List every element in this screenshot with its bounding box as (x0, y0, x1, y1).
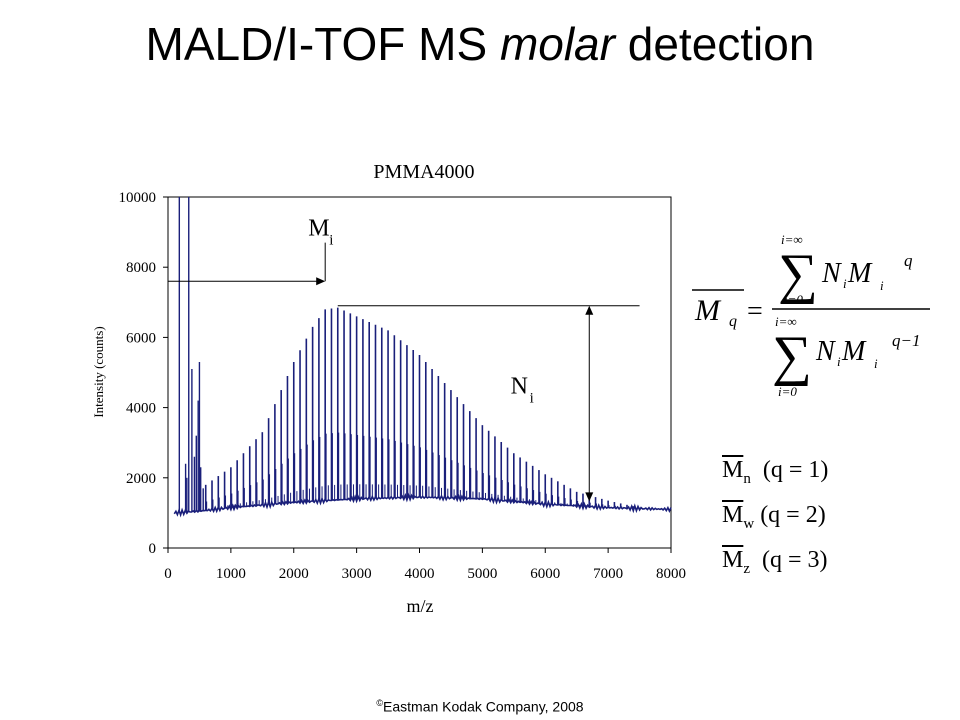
title-end-text: detection (614, 18, 815, 70)
numerator-N: N (821, 258, 842, 289)
formula-lhs-symbol: M (694, 294, 722, 327)
moment-order: (q = 1) (750, 457, 829, 483)
moment-row-z: Mz (q = 3) (722, 542, 828, 587)
y-tick-label: 6000 (126, 330, 156, 346)
title-italic-text: molar (499, 18, 615, 70)
slide-title: MALD/I-TOF MS molar detection (0, 14, 960, 74)
moment-sub: n (743, 470, 751, 487)
mi-arrowhead (316, 277, 326, 286)
numerator-exponent: q (904, 251, 913, 270)
denominator-upper-limit: i=∞ (775, 314, 797, 329)
moment-row-n: Mn (q = 1) (722, 452, 828, 497)
y-tick-label: 8000 (126, 260, 156, 276)
mi-label-sub: i (329, 232, 333, 248)
moment-list: Mn (q = 1) Mw (q = 2) Mz (q = 3) (722, 452, 828, 586)
y-axis-label: Intensity (counts) (91, 326, 106, 417)
svg-text:q: q (729, 313, 737, 330)
numerator-N-sub: i (843, 276, 847, 291)
copyright-notice: ©Eastman Kodak Company, 2008 (0, 698, 960, 715)
moment-symbol: M (722, 457, 744, 483)
mi-label: M (308, 216, 329, 242)
y-tick-label: 10000 (119, 190, 157, 206)
formula-lhs-sub: q (729, 313, 737, 330)
svg-text:M: M (694, 294, 722, 327)
numerator-sum-icon: ∑ (778, 243, 818, 305)
numerator-M: M (847, 258, 873, 289)
x-tick-label: 1000 (216, 566, 246, 582)
denominator-M-sub: i (874, 356, 878, 371)
denominator-lower-limit: i=0 (778, 384, 797, 399)
numerator-upper-limit: i=∞ (781, 232, 803, 247)
denominator-M: M (841, 336, 867, 367)
baseline-trace (173, 492, 672, 518)
x-tick-label: 7000 (593, 566, 623, 582)
y-tick-label: 4000 (126, 401, 156, 417)
numerator-lower-limit: i=0 (784, 292, 803, 307)
moment-sub: w (743, 515, 755, 532)
ni-arrowhead-bottom (585, 492, 594, 502)
x-axis-label: m/z (407, 596, 434, 616)
ni-arrowhead-top (585, 305, 594, 315)
title-main-text: MALD/I-TOF MS (145, 18, 500, 70)
copyright-text: Eastman Kodak Company, 2008 (383, 698, 584, 715)
denominator-exponent: q−1 (892, 331, 920, 350)
moment-order: (q = 3) (750, 546, 828, 573)
copyright-symbol: © (376, 698, 384, 708)
x-tick-label: 8000 (656, 566, 686, 582)
numerator-M-sub: i (880, 278, 884, 293)
ni-label-sub: i (530, 390, 534, 406)
ni-label: N (511, 374, 528, 400)
x-tick-label: 4000 (405, 566, 435, 582)
svg-text:=: = (747, 296, 763, 327)
x-tick-label: 0 (164, 566, 172, 582)
moment-formula: M q = i=∞ ∑ i=0 N i M i q i=∞ ∑ i=0 N i … (692, 232, 930, 399)
y-tick-label: 2000 (126, 471, 156, 487)
denominator-N: N (815, 336, 836, 367)
x-tick-label: 5000 (467, 566, 497, 582)
moment-row-w: Mw (q = 2) (722, 497, 828, 542)
y-tick-label: 0 (149, 541, 157, 557)
x-tick-label: 6000 (530, 566, 560, 582)
denominator-N-sub: i (837, 354, 841, 369)
x-tick-label: 3000 (342, 566, 372, 582)
x-tick-label: 2000 (279, 566, 309, 582)
moment-sub: z (743, 560, 751, 577)
moment-symbol: M (722, 501, 744, 528)
moment-order: (q = 2) (754, 501, 826, 528)
denominator-sum-icon: ∑ (772, 325, 812, 387)
chart-title: PMMA4000 (373, 161, 474, 183)
moment-symbol: M (722, 546, 744, 573)
